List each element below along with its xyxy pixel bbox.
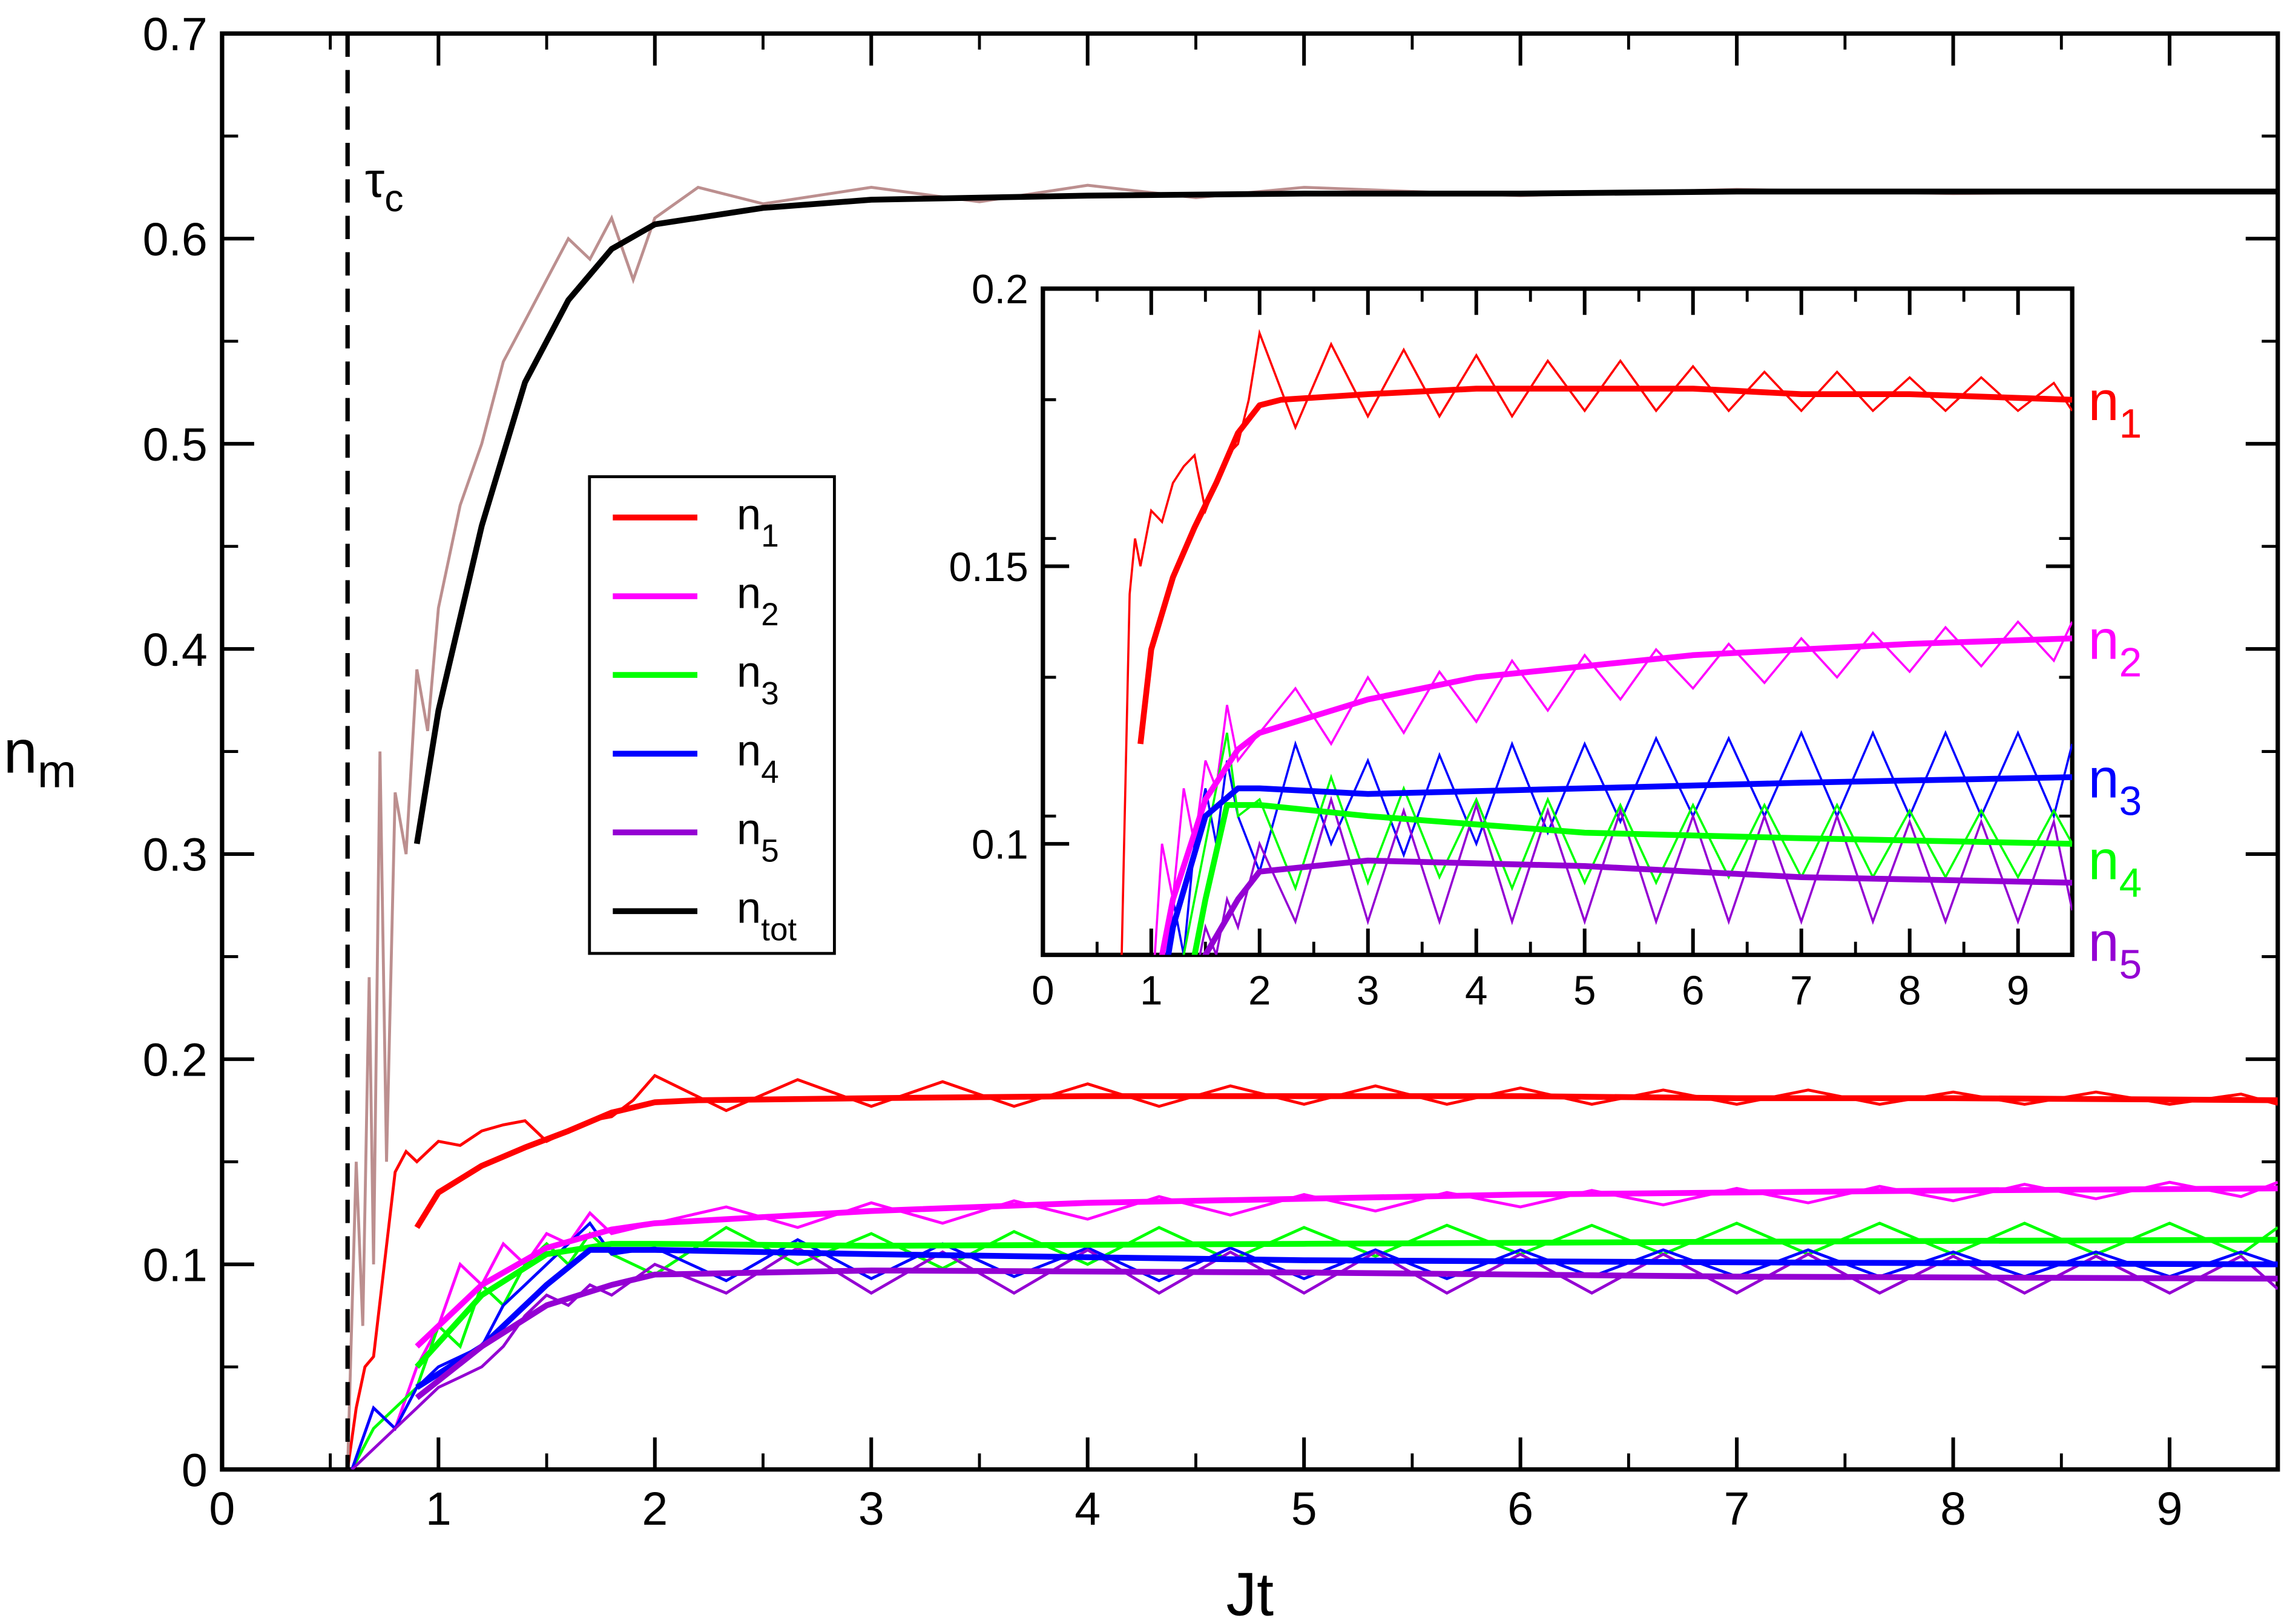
inset-smooth-line-n2 — [1159, 635, 2073, 955]
legend-label-text: n — [737, 490, 761, 539]
inset-label-text: n — [2088, 748, 2119, 810]
inset-label-text: n — [2088, 609, 2119, 671]
y-tick-label: 0.4 — [143, 624, 208, 676]
inset-label-text: n — [2088, 370, 2119, 432]
inset-smooth-series — [1137, 386, 2073, 955]
x-tick-label: 9 — [2157, 1483, 2183, 1535]
legend-box — [588, 475, 836, 955]
x-tick-label: 7 — [1790, 968, 1813, 1013]
x-tick-label: 6 — [1682, 968, 1705, 1013]
x-tick-label: 5 — [1573, 968, 1596, 1013]
x-tick-label: 0 — [1032, 968, 1055, 1013]
main-axis-ticks: 0 1 2 3 4 5 6 7 8 9 0 0.1 0.2 0.3 0.4 0.5 0.6 0.7 — [143, 8, 2278, 1535]
x-tick-label: 4 — [1465, 968, 1488, 1013]
legend-label-text: n — [737, 805, 761, 853]
legend-label-n5: n5 — [737, 805, 779, 869]
legend-label-n4: n4 — [737, 726, 779, 790]
x-tick-label: 1 — [1140, 968, 1163, 1013]
legend-label-sub: 2 — [761, 597, 778, 633]
legend-label-sub: tot — [761, 912, 797, 947]
legend-label-n3: n3 — [737, 648, 779, 711]
y-tick-label: 0.1 — [972, 822, 1028, 867]
y-tick-label: 0.6 — [143, 214, 208, 266]
y-tick-label: 0.2 — [143, 1034, 208, 1087]
main-smooth-line-n2 — [415, 1185, 2278, 1349]
x-tick-label: 5 — [1291, 1483, 1317, 1535]
main-smooth-line-ntot — [413, 188, 2278, 844]
legend-label-text: n — [737, 884, 761, 933]
x-tick-label: 7 — [1724, 1483, 1750, 1535]
inset-label-n2: n2 — [2088, 609, 2142, 685]
inset-label-sub: 2 — [2119, 640, 2142, 685]
y-axis-label-sub: m — [38, 746, 76, 798]
legend-label-text: n — [737, 648, 761, 696]
inset-smooth-line-n3 — [1165, 774, 2073, 955]
legend-label-sub: 1 — [761, 518, 778, 554]
x-tick-label: 3 — [858, 1483, 884, 1535]
y-tick-label: 0 — [182, 1444, 208, 1496]
x-tick-label: 0 — [209, 1483, 235, 1535]
y-axis-label: nm — [4, 717, 76, 797]
inset-label-sub: 5 — [2119, 942, 2142, 987]
y-axis-label-text: n — [4, 717, 38, 786]
legend-label-sub: 4 — [761, 754, 778, 790]
x-tick-label: 8 — [1898, 968, 1921, 1013]
inset-label-sub: 3 — [2119, 779, 2142, 824]
tau-c-sub: c — [384, 177, 403, 220]
main-smooth-line-n1 — [414, 1093, 2278, 1229]
main-smooth-series — [413, 188, 2278, 1400]
main-smooth-line-n3 — [415, 1237, 2278, 1369]
legend-label-ntot: ntot — [737, 884, 797, 948]
main-smooth-line-n4 — [415, 1247, 2278, 1390]
legend-label-sub: 3 — [761, 676, 778, 711]
main-raw-line-n5 — [350, 1246, 2278, 1470]
x-tick-label: 3 — [1357, 968, 1380, 1013]
inset-label-n3: n3 — [2088, 748, 2142, 824]
tau-c-annotation: τc — [365, 153, 404, 220]
legend-label-text: n — [737, 726, 761, 775]
y-tick-label: 0.1 — [143, 1240, 208, 1292]
legend-label-n1: n1 — [737, 490, 779, 554]
legend-label-n2: n2 — [737, 569, 779, 633]
inset-raw-line-n5 — [1199, 795, 2073, 955]
x-tick-label: 1 — [426, 1483, 452, 1535]
x-tick-label: 9 — [2007, 968, 2030, 1013]
main-smooth-line-n5 — [415, 1267, 2278, 1400]
main-raw-line-n1 — [346, 1073, 2278, 1470]
x-tick-label: 8 — [1940, 1483, 1966, 1535]
inset-raw-line-n1 — [1120, 329, 2073, 955]
y-tick-label: 0.15 — [949, 545, 1028, 590]
inset-label-sub: 4 — [2119, 860, 2142, 906]
x-tick-label: 2 — [1248, 968, 1271, 1013]
x-axis-label: Jt — [1226, 1560, 1274, 1624]
x-tick-label: 2 — [642, 1483, 668, 1535]
y-tick-label: 0.2 — [972, 267, 1028, 312]
inset-label-text: n — [2088, 911, 2119, 973]
inset-label-n1: n1 — [2088, 370, 2142, 447]
x-tick-label: 6 — [1507, 1483, 1533, 1535]
legend-label-sub: 5 — [761, 833, 778, 869]
inset-smooth-line-n4 — [1191, 802, 2073, 955]
y-tick-label: 0.3 — [143, 829, 208, 881]
inset-smooth-line-n1 — [1137, 386, 2073, 745]
inset-axis-ticks: 0 1 2 3 4 5 6 7 8 9 0.1 0.15 0.2 — [949, 267, 2073, 1013]
y-tick-label: 0.5 — [143, 419, 208, 471]
y-tick-label: 0.7 — [143, 8, 208, 61]
inset-label-sub: 1 — [2119, 401, 2142, 447]
legend-label-text: n — [737, 569, 761, 617]
inset-label-n5: n5 — [2088, 911, 2142, 987]
inset-smooth-line-n5 — [1202, 857, 2073, 955]
inset-label-text: n — [2088, 830, 2119, 892]
inset-label-n4: n4 — [2088, 830, 2142, 906]
tau-c-text: τ — [365, 153, 384, 208]
x-tick-label: 4 — [1074, 1483, 1101, 1535]
